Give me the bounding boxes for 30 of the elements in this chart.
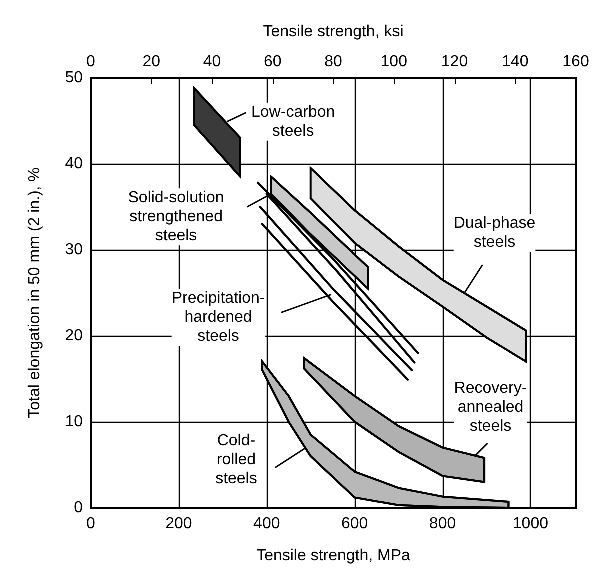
x2-axis-title: Tensile strength, ksi [263,24,404,40]
x2-tick-label: 140 [502,54,529,70]
x2-tick-label: 20 [142,54,161,70]
x-tick-label: 1000 [512,516,549,532]
annotation: Solid-solution strengthened steels [128,190,224,245]
y-tick-label: 30 [65,242,84,258]
annotation: Cold- rolled steels [216,432,258,488]
x-axis-title: Tensile strength, MPa [256,548,411,564]
x2-tick-label: 120 [441,54,468,70]
x-tick-label: 400 [254,516,280,532]
y-tick-label: 40 [65,156,84,172]
x2-tick-label: 100 [380,54,408,70]
y-tick-label: 20 [65,328,84,344]
annotation: Recovery- annealed steels [454,380,528,436]
y-tick-label: 10 [65,414,84,430]
x2-tick-label: 160 [562,54,590,70]
annotation: Low-carbon steels [252,104,336,140]
y-tick-label: 0 [74,500,84,516]
x2-tick-label: 0 [86,54,96,70]
x-tick-label: 0 [86,516,96,532]
x2-tick-label: 80 [324,54,342,70]
y-axis-title: Total elongation in 50 mm (2 in.), % [26,168,44,418]
x-tick-label: 200 [166,516,192,532]
x2-tick-label: 40 [203,54,222,70]
x-tick-label: 800 [429,516,456,532]
x-tick-label: 600 [341,516,368,532]
annotation: Dual-phase steels [454,215,536,251]
annotation: Precipitation- hardened steels [172,290,266,346]
y-tick-label: 50 [65,70,84,86]
x2-tick-label: 60 [264,54,282,70]
